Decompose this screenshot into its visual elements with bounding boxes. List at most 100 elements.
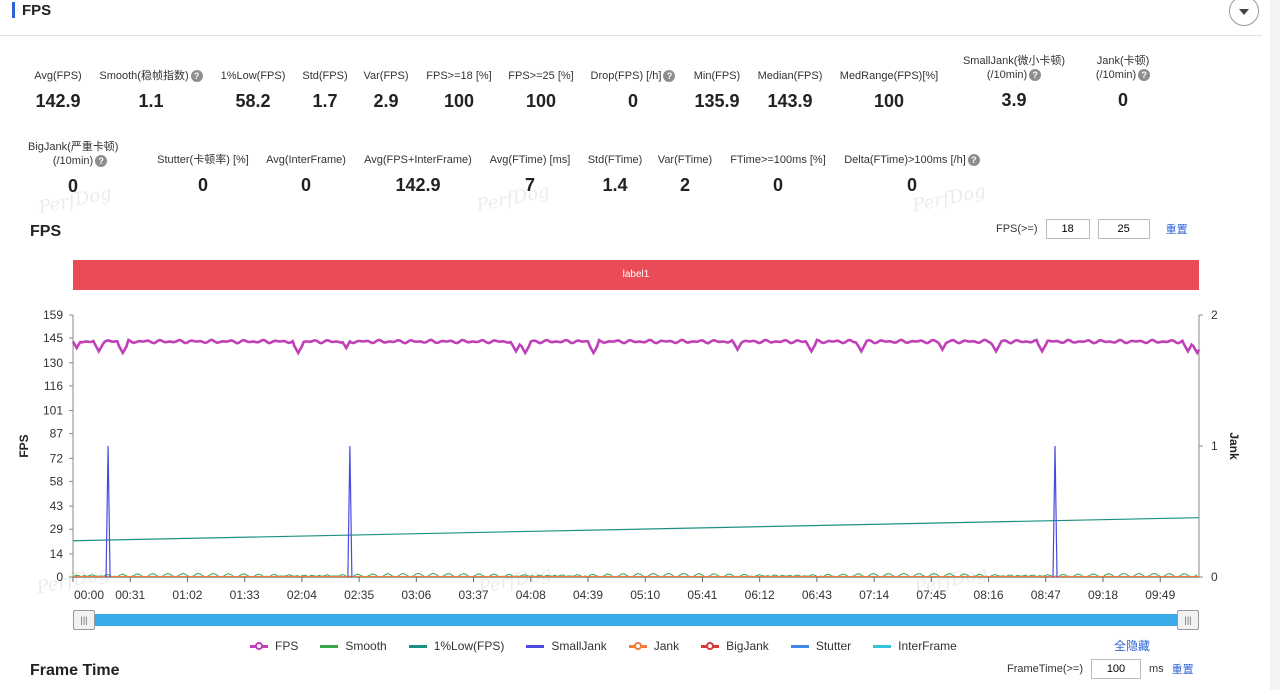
y-tick-label: 116 [44, 379, 63, 393]
metric-value: 58.2 [235, 91, 271, 111]
series-fps-line [71, 338, 1201, 356]
fps-section-title: FPS [30, 223, 62, 240]
metric-label-unit: (/10min) [1095, 69, 1137, 81]
metric-label: Jank(卡顿) [1096, 55, 1150, 67]
metric-stutter: Stutter(卡顿率) [%] 0 [150, 153, 256, 196]
legend-item[interactable]: Smooth [320, 639, 387, 653]
y2-tick-label: 1 [1211, 439, 1218, 453]
y-tick-label: 87 [50, 427, 64, 441]
metric-label: Stutter(卡顿率) [%] [157, 154, 249, 166]
x-tick-label: 07:45 [916, 588, 946, 602]
metric-fps-ge-25: FPS>=25 [%] 100 [502, 69, 580, 112]
y-tick-label: 145 [43, 331, 63, 345]
x-tick-label: 09:18 [1088, 588, 1118, 602]
x-tick-label: 02:35 [344, 588, 374, 602]
slider-handle-right[interactable]: ||| [1177, 610, 1199, 630]
metric-label: Std(FPS) [302, 70, 348, 82]
help-icon[interactable]: ? [1138, 69, 1151, 81]
y-tick-label: 159 [43, 308, 63, 322]
legend-item[interactable]: InterFrame [873, 639, 957, 653]
metric-value: 142.9 [395, 175, 441, 195]
fps-panel-header: FPS [0, 0, 1262, 36]
x-tick-label: 02:04 [287, 588, 317, 602]
slider-track[interactable] [73, 614, 1199, 626]
frame-time-reset-link[interactable]: 重置 [1171, 664, 1194, 676]
legend-item[interactable]: 1%Low(FPS) [408, 639, 505, 653]
fps-threshold-1-input[interactable] [1045, 219, 1090, 239]
legend-item[interactable]: FPS [250, 639, 298, 653]
metric-value: 142.9 [35, 91, 81, 111]
legend-item[interactable]: Jank [628, 639, 679, 653]
metric-value: 100 [443, 91, 475, 111]
help-icon[interactable]: ? [663, 70, 676, 82]
frame-time-section-title: Frame Time [30, 662, 120, 679]
metric-value: 100 [525, 91, 557, 111]
legend-swatch [250, 642, 268, 650]
metric-smooth: Smooth(稳帧指数)? 1.1 [96, 69, 206, 112]
metric-label: FPS>=25 [%] [508, 70, 574, 82]
x-tick-label: 06:12 [745, 588, 775, 602]
legend-label: 1%Low(FPS) [433, 639, 505, 653]
time-range-slider[interactable]: ||| ||| [73, 610, 1199, 630]
series-1pct-low-line [72, 517, 1200, 542]
legend-label: SmallJank [551, 639, 607, 653]
y-tick-label: 0 [56, 570, 63, 584]
hide-all-button[interactable]: 全隐藏 [1114, 639, 1151, 653]
metric-value: 0 [1117, 90, 1128, 110]
fps-chart[interactable]: 0 14 29 43 58 72 87 101 116 130 145 159 0 1 2 FPS Jank 00… [0, 300, 1262, 610]
x-tick-label: 06:43 [802, 588, 832, 602]
metric-big-jank: BigJank(严重卡顿) (/10min)? 0 [28, 140, 132, 197]
metric-label: Avg(FTime) [ms] [489, 154, 571, 166]
legend-label: BigJank [726, 639, 769, 653]
panel-title: FPS [22, 2, 52, 19]
fps-threshold-controls: FPS(>=) 重置 [996, 219, 1188, 239]
x-tick-label: 08:16 [974, 588, 1004, 602]
x-tick-label: 03:37 [459, 588, 489, 602]
x-tick-label: 09:49 [1145, 588, 1175, 602]
help-icon[interactable]: ? [967, 154, 980, 166]
metric-value: 1.7 [312, 91, 338, 111]
slider-handle-left[interactable]: ||| [73, 610, 95, 630]
y2-axis-title: Jank [1227, 432, 1241, 460]
metric-label: 1%Low(FPS) [220, 70, 286, 82]
metric-avg-fps-interframe: Avg(FPS+InterFrame) 142.9 [356, 153, 480, 196]
frame-time-threshold-input[interactable] [1091, 659, 1141, 679]
x-tick-label: 01:33 [230, 588, 260, 602]
y-tick-label: 72 [50, 451, 64, 465]
metric-value: 143.9 [767, 91, 813, 111]
help-icon[interactable]: ? [95, 155, 108, 167]
series-small-jank-spike [105, 445, 111, 578]
fps-threshold-2-input[interactable] [1097, 219, 1150, 239]
frame-time-threshold-label: FrameTime(>=) [1007, 663, 1083, 675]
metric-value: 2 [679, 175, 690, 195]
legend-label: Smooth [345, 639, 387, 653]
metric-delta-ftime: Delta(FTime)>100ms [/h]? 0 [838, 153, 986, 196]
chevron-down-icon [1239, 9, 1249, 15]
legend-marker [255, 642, 263, 650]
y-tick-label: 130 [43, 356, 63, 370]
header-accent-bar [12, 2, 15, 18]
x-tick-label: 00:00 [74, 588, 104, 602]
page-scrollbar[interactable] [1270, 0, 1280, 690]
fps-reset-link[interactable]: 重置 [1165, 224, 1188, 236]
legend-item[interactable]: Stutter [790, 639, 851, 653]
collapse-button[interactable] [1229, 0, 1259, 26]
metric-drop-fps: Drop(FPS) [/h]? 0 [586, 69, 680, 112]
y2-tick-label: 0 [1211, 570, 1218, 584]
metric-label-unit: (/10min) [986, 69, 1028, 81]
metric-median-fps: Median(FPS) 143.9 [752, 69, 828, 112]
x-tick-label: 07:14 [859, 588, 889, 602]
help-icon[interactable]: ? [1029, 69, 1042, 81]
x-tick-label: 04:08 [516, 588, 546, 602]
label-band[interactable]: label1 [73, 260, 1199, 290]
help-icon[interactable]: ? [190, 70, 203, 82]
metric-value: 0 [67, 176, 78, 196]
metric-label: Avg(FPS+InterFrame) [364, 154, 472, 166]
legend-swatch [408, 644, 427, 648]
legend-item[interactable]: BigJank [701, 639, 769, 653]
metric-fps-ge-18: FPS>=18 [%] 100 [420, 69, 498, 112]
x-tick-label: 05:41 [687, 588, 717, 602]
metric-label: Drop(FPS) [/h] [590, 70, 662, 82]
legend-item[interactable]: SmallJank [526, 639, 607, 653]
x-tick-label: 08:47 [1031, 588, 1061, 602]
